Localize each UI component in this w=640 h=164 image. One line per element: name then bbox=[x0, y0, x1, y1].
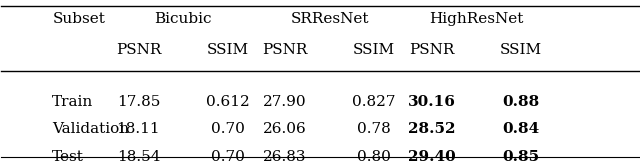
Text: Test: Test bbox=[52, 150, 84, 164]
Text: 26.06: 26.06 bbox=[263, 122, 307, 136]
Text: SSIM: SSIM bbox=[207, 43, 249, 57]
Text: 0.85: 0.85 bbox=[502, 150, 540, 164]
Text: HighResNet: HighResNet bbox=[429, 12, 524, 26]
Text: Train: Train bbox=[52, 94, 93, 109]
Text: SSIM: SSIM bbox=[500, 43, 542, 57]
Text: 18.54: 18.54 bbox=[116, 150, 160, 164]
Text: 0.70: 0.70 bbox=[211, 150, 244, 164]
Text: PSNR: PSNR bbox=[409, 43, 454, 57]
Text: Validation: Validation bbox=[52, 122, 129, 136]
Text: 18.11: 18.11 bbox=[116, 122, 160, 136]
Text: 0.78: 0.78 bbox=[357, 122, 391, 136]
Text: 0.84: 0.84 bbox=[502, 122, 540, 136]
Text: 0.70: 0.70 bbox=[211, 122, 244, 136]
Text: 26.83: 26.83 bbox=[263, 150, 307, 164]
Text: 17.85: 17.85 bbox=[116, 94, 160, 109]
Text: Bicubic: Bicubic bbox=[154, 12, 212, 26]
Text: 0.827: 0.827 bbox=[353, 94, 396, 109]
Text: 27.90: 27.90 bbox=[263, 94, 307, 109]
Text: 28.52: 28.52 bbox=[408, 122, 455, 136]
Text: PSNR: PSNR bbox=[262, 43, 308, 57]
Text: SSIM: SSIM bbox=[353, 43, 396, 57]
Text: Subset: Subset bbox=[52, 12, 105, 26]
Text: 0.612: 0.612 bbox=[205, 94, 250, 109]
Text: 30.16: 30.16 bbox=[408, 94, 456, 109]
Text: PSNR: PSNR bbox=[116, 43, 161, 57]
Text: 29.40: 29.40 bbox=[408, 150, 456, 164]
Text: 0.88: 0.88 bbox=[502, 94, 540, 109]
Text: 0.80: 0.80 bbox=[357, 150, 391, 164]
Text: SRResNet: SRResNet bbox=[291, 12, 369, 26]
